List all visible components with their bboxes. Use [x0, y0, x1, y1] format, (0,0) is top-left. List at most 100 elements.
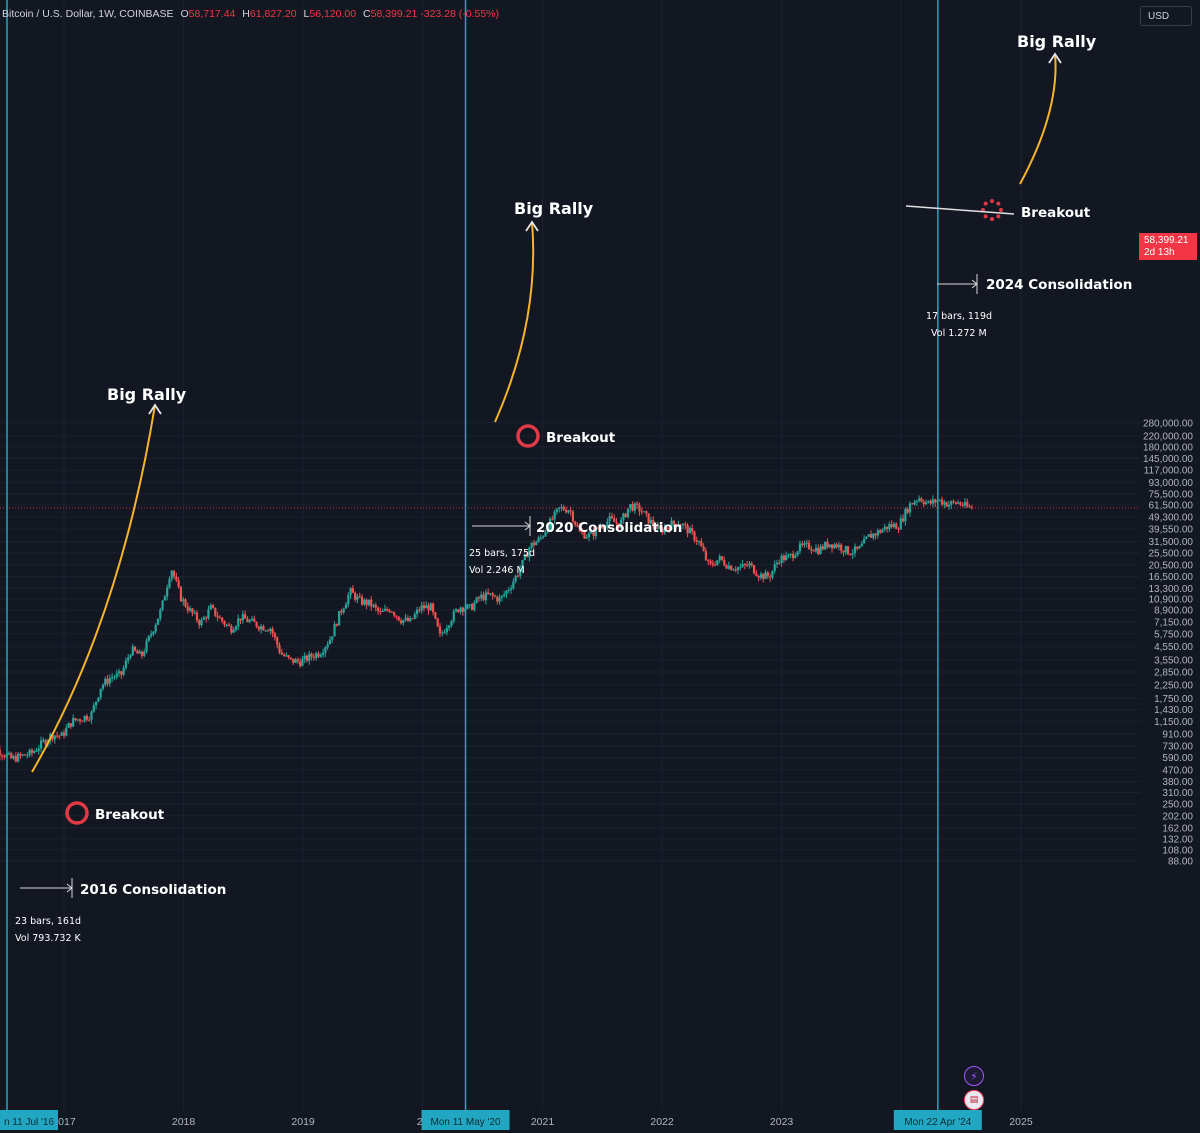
- candle: [381, 611, 384, 613]
- candle: [487, 592, 490, 595]
- candle: [590, 531, 593, 534]
- candle: [379, 611, 382, 613]
- symbol-title: Bitcoin / U.S. Dollar, 1W, COINBASE: [2, 8, 174, 20]
- candle: [459, 607, 462, 613]
- candle: [292, 658, 295, 663]
- x-tick-label: 2017: [52, 1116, 76, 1128]
- candle: [418, 609, 421, 611]
- candle: [833, 544, 836, 549]
- candle: [516, 575, 520, 577]
- candle: [37, 748, 40, 751]
- candle: [152, 631, 155, 635]
- candle: [748, 563, 751, 566]
- candle: [328, 639, 332, 645]
- range-arrow-icon: [971, 279, 978, 289]
- candle: [904, 508, 907, 522]
- x-tick-label: 2021: [531, 1116, 555, 1128]
- candle: [441, 632, 444, 634]
- candle: [865, 536, 868, 539]
- candle: [344, 604, 348, 609]
- candle: [399, 620, 403, 624]
- candle: [553, 511, 556, 520]
- candle: [851, 553, 854, 555]
- candle: [954, 502, 957, 504]
- candle: [842, 550, 845, 553]
- candle: [422, 605, 426, 609]
- breakout-dot: [990, 217, 994, 221]
- range-arrow-icon: [66, 883, 73, 893]
- currency-button[interactable]: USD: [1140, 6, 1192, 26]
- candle: [551, 518, 554, 520]
- candle: [528, 547, 531, 558]
- y-tick-label: 8,900.00: [1154, 606, 1193, 617]
- open-value: 58,717.44: [188, 8, 236, 20]
- lightning-icon[interactable]: ⚡: [964, 1066, 984, 1086]
- grid: [0, 0, 1140, 1110]
- annotations: Big Rally Big Rally Big Rally Breakout Break…: [15, 32, 1132, 944]
- candle: [402, 620, 405, 624]
- candle: [872, 533, 875, 538]
- candle: [558, 507, 561, 509]
- candle: [241, 614, 244, 621]
- candle: [42, 740, 45, 742]
- y-tick-label: 180,000.00: [1143, 442, 1193, 453]
- candle: [883, 526, 886, 530]
- candle: [358, 596, 361, 598]
- us-flag-icon[interactable]: ▤: [964, 1090, 984, 1110]
- candle: [175, 576, 178, 581]
- y-tick-label: 280,000.00: [1143, 418, 1193, 429]
- chart-header: Bitcoin / U.S. Dollar, 1W, COINBASE O58,…: [2, 8, 499, 20]
- candle: [90, 711, 93, 720]
- candle: [617, 523, 620, 528]
- candle: [108, 678, 111, 684]
- breakout-dot: [983, 214, 988, 219]
- candle: [863, 538, 866, 544]
- candle: [759, 573, 763, 578]
- candle: [147, 635, 150, 641]
- candle: [869, 534, 873, 538]
- candle: [654, 525, 657, 530]
- candle: [122, 667, 125, 675]
- candle: [867, 534, 870, 537]
- candle: [253, 618, 256, 622]
- candle: [94, 701, 98, 706]
- candle: [374, 604, 377, 608]
- candle: [626, 508, 630, 518]
- candle: [461, 607, 465, 612]
- candle: [807, 542, 811, 549]
- candle: [874, 533, 877, 536]
- candle: [406, 617, 409, 622]
- candle: [899, 518, 902, 530]
- candle: [718, 556, 721, 561]
- y-tick-label: 88.00: [1168, 856, 1193, 867]
- candle: [530, 542, 533, 548]
- candle: [136, 650, 139, 654]
- candle: [3, 756, 6, 758]
- candle: [347, 595, 350, 605]
- candle: [720, 556, 724, 560]
- y-tick-label: 2,850.00: [1154, 667, 1193, 678]
- y-tick-label: 31,500.00: [1149, 537, 1194, 548]
- candle: [810, 548, 813, 551]
- candle: [929, 501, 932, 504]
- candle: [858, 546, 861, 549]
- candle: [879, 530, 882, 533]
- candle: [840, 544, 843, 551]
- candle: [608, 516, 611, 522]
- candle: [239, 618, 242, 621]
- candle: [789, 553, 792, 555]
- candle: [420, 605, 423, 611]
- candle: [163, 596, 166, 601]
- candle: [170, 570, 173, 579]
- rally-arrow: [31, 404, 156, 773]
- candle: [246, 618, 249, 623]
- candle: [296, 659, 299, 662]
- candle: [129, 655, 132, 658]
- candle: [920, 498, 923, 502]
- candle: [113, 677, 116, 679]
- cycle-marker-label: Mon 22 Apr '24: [904, 1117, 971, 1128]
- candle: [526, 554, 529, 558]
- candle: [908, 503, 912, 513]
- candle: [338, 611, 341, 626]
